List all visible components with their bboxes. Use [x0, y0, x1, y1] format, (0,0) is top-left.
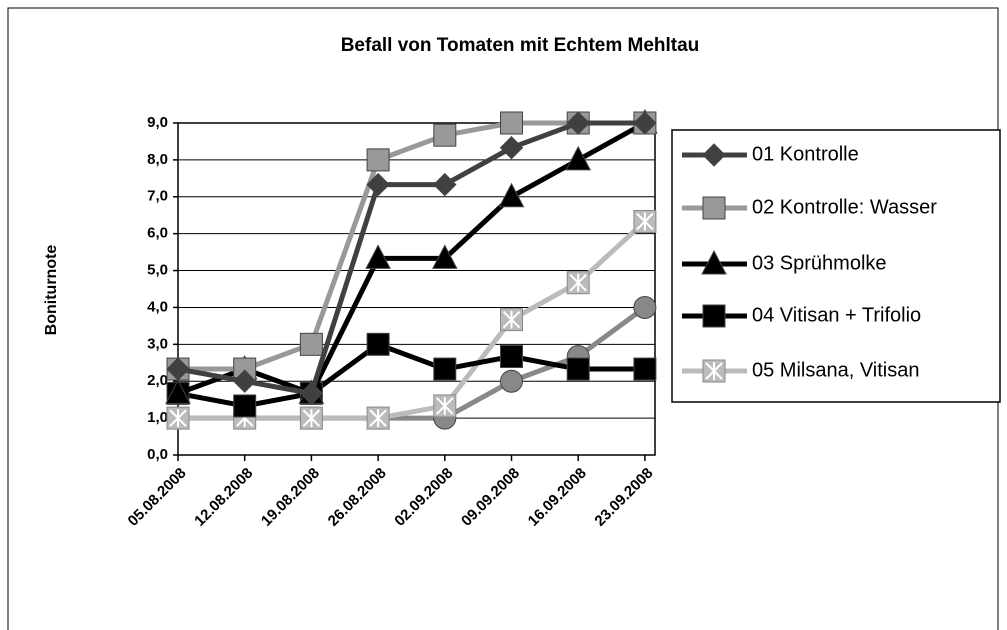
legend-label: 05 Milsana, Vitisan [752, 359, 920, 381]
marker [366, 172, 390, 197]
y-tick-label: 0,0 [147, 446, 168, 463]
marker-cross [636, 212, 654, 231]
marker [299, 406, 323, 430]
marker-cross [369, 409, 387, 428]
marker [633, 111, 657, 135]
marker [702, 143, 726, 167]
marker [633, 209, 657, 233]
marker-cross [436, 396, 454, 415]
marker [702, 196, 726, 220]
y-tick-label: 6,0 [147, 225, 168, 242]
marker-cross [169, 409, 187, 428]
marker [433, 172, 457, 197]
marker [165, 379, 191, 404]
marker-cross [569, 273, 587, 292]
marker [299, 332, 323, 356]
marker-cross [705, 362, 723, 380]
marker [566, 111, 590, 135]
marker [233, 394, 257, 418]
marker-cross [302, 409, 321, 428]
marker [232, 369, 257, 393]
legend-label: 03 Sprühmolke [752, 252, 887, 274]
marker [433, 357, 457, 381]
marker [433, 123, 457, 147]
y-tick-label: 2,0 [147, 372, 168, 389]
marker [702, 304, 726, 328]
marker [166, 357, 190, 381]
legend-item: 01 Kontrolle [682, 143, 859, 167]
y-tick-label: 1,0 [147, 409, 168, 426]
marker [433, 394, 457, 418]
marker [365, 244, 391, 269]
marker [166, 406, 190, 430]
marker [701, 249, 727, 275]
marker [366, 148, 390, 172]
y-tick-label: 5,0 [147, 262, 168, 279]
y-axis-label: Boniturnote [43, 245, 60, 336]
marker [566, 357, 590, 381]
marker [566, 271, 590, 295]
marker [431, 244, 458, 269]
marker [366, 406, 390, 430]
marker [299, 381, 324, 406]
plot-border [177, 122, 656, 456]
marker [633, 295, 657, 319]
legend-item: 02 Kontrolle: Wasser [682, 196, 937, 220]
marker [366, 332, 390, 356]
legend-item: 04 Vitisan + Trifolio [682, 304, 921, 328]
legend-label: 04 Vitisan + Trifolio [752, 304, 921, 326]
marker [500, 345, 523, 369]
legend-label: 02 Kontrolle: Wasser [752, 196, 937, 218]
marker [499, 136, 524, 160]
marker [498, 182, 525, 208]
y-tick-label: 4,0 [147, 298, 168, 315]
y-tick-label: 7,0 [147, 188, 168, 205]
marker [633, 357, 657, 381]
marker-cross [502, 310, 521, 329]
y-tick-label: 9,0 [147, 114, 168, 131]
marker [500, 308, 523, 332]
marker [565, 145, 592, 171]
marker [500, 111, 523, 135]
marker [702, 359, 726, 383]
chart-title: Befall von Tomaten mit Echtem Mehltau [341, 35, 700, 56]
legend-item: 03 Sprühmolke [682, 249, 887, 275]
legend-label: 01 Kontrolle [752, 143, 859, 165]
y-tick-label: 3,0 [147, 335, 168, 352]
marker [500, 369, 523, 393]
y-tick-label: 8,0 [147, 151, 168, 168]
series-line [177, 120, 645, 396]
legend-item: 05 Milsana, Vitisan [682, 359, 920, 383]
